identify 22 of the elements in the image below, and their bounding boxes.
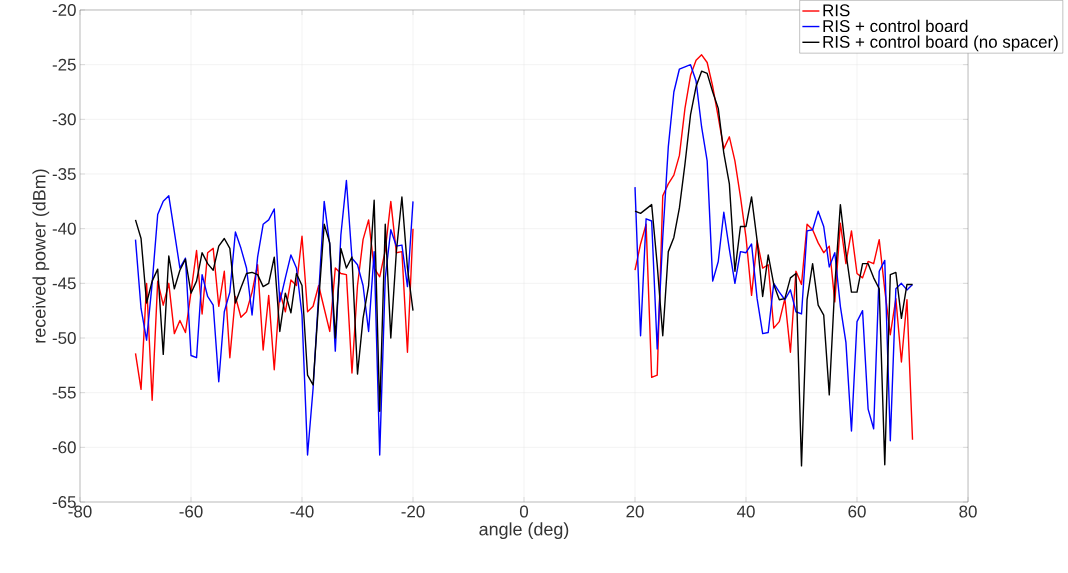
y-tick-label: -35 bbox=[52, 168, 76, 180]
y-tick-label: -40 bbox=[52, 222, 76, 235]
y-tick-label: -20 bbox=[52, 4, 76, 16]
x-tick-label: 60 bbox=[848, 505, 866, 518]
y-axis-title: received power (dBm) bbox=[32, 169, 50, 343]
x-tick-label: 20 bbox=[626, 505, 644, 518]
y-tick-label: -55 bbox=[52, 386, 76, 399]
y-tick-label: -45 bbox=[52, 277, 76, 290]
y-tick-label: -50 bbox=[52, 332, 76, 344]
legend-label: RIS + control board bbox=[823, 19, 968, 33]
y-tick-label: -60 bbox=[52, 441, 76, 454]
x-tick-label: -40 bbox=[290, 505, 314, 518]
x-tick-label: 0 bbox=[519, 505, 529, 518]
x-tick-label: -60 bbox=[179, 505, 203, 518]
legend-label: RIS bbox=[823, 4, 850, 17]
x-tick-label: -20 bbox=[401, 505, 425, 518]
y-tick-label: -30 bbox=[52, 113, 76, 126]
x-axis-title: angle (deg) bbox=[479, 522, 569, 540]
x-tick-label: 40 bbox=[736, 505, 755, 518]
x-tick-label: 80 bbox=[959, 505, 977, 518]
legend-label: RIS + control board (no spacer) bbox=[823, 35, 1058, 52]
y-tick-label: -25 bbox=[52, 58, 76, 71]
